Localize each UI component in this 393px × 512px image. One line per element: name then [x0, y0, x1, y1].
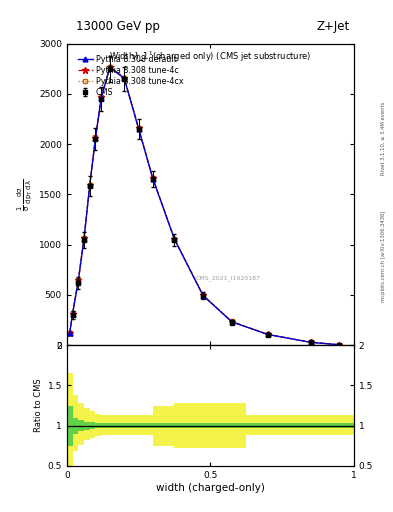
Pythia 8.308 default	[337, 342, 342, 348]
Line: Pythia 8.308 tune-4c: Pythia 8.308 tune-4c	[66, 64, 342, 348]
Text: Z+Jet: Z+Jet	[316, 20, 350, 33]
Pythia 8.308 default	[230, 319, 234, 325]
Text: CMS_2021_I1920187: CMS_2021_I1920187	[196, 275, 261, 281]
Pythia 8.308 tune-4c	[136, 125, 141, 131]
Pythia 8.308 default	[87, 182, 92, 188]
Pythia 8.308 tune-4cx	[172, 236, 177, 242]
Line: Pythia 8.308 tune-4cx: Pythia 8.308 tune-4cx	[67, 65, 342, 347]
Pythia 8.308 default	[67, 330, 72, 336]
Legend: Pythia 8.308 default, Pythia 8.308 tune-4c, Pythia 8.308 tune-4cx, CMS: Pythia 8.308 default, Pythia 8.308 tune-…	[77, 54, 185, 99]
X-axis label: width (charged-only): width (charged-only)	[156, 482, 265, 493]
Pythia 8.308 tune-4cx	[308, 339, 313, 345]
Pythia 8.308 tune-4cx	[67, 330, 72, 336]
Pythia 8.308 tune-4c	[201, 292, 206, 298]
Pythia 8.308 tune-4cx	[136, 125, 141, 131]
Pythia 8.308 tune-4cx	[99, 94, 104, 100]
Pythia 8.308 tune-4c	[76, 278, 81, 284]
Pythia 8.308 default	[201, 292, 206, 298]
Pythia 8.308 tune-4c	[108, 64, 112, 70]
Pythia 8.308 tune-4c	[82, 235, 86, 241]
Pythia 8.308 tune-4cx	[70, 310, 75, 316]
Pythia 8.308 default	[93, 135, 98, 141]
Pythia 8.308 tune-4c	[230, 318, 234, 325]
Text: mcplots.cern.ch [arXiv:1306.3436]: mcplots.cern.ch [arXiv:1306.3436]	[381, 210, 386, 302]
Pythia 8.308 tune-4cx	[87, 182, 92, 188]
Pythia 8.308 default	[136, 125, 141, 132]
Pythia 8.308 tune-4c	[67, 330, 72, 336]
Pythia 8.308 default	[172, 236, 177, 242]
Pythia 8.308 tune-4c	[93, 135, 98, 141]
Pythia 8.308 tune-4cx	[82, 235, 86, 241]
Pythia 8.308 default	[76, 278, 81, 284]
Pythia 8.308 tune-4c	[265, 331, 270, 337]
Pythia 8.308 tune-4cx	[76, 277, 81, 283]
Y-axis label: Ratio to CMS: Ratio to CMS	[35, 379, 43, 433]
Pythia 8.308 tune-4c	[151, 175, 155, 181]
Pythia 8.308 tune-4c	[87, 182, 92, 188]
Pythia 8.308 tune-4c	[337, 342, 342, 348]
Pythia 8.308 tune-4cx	[265, 331, 270, 337]
Pythia 8.308 tune-4c	[172, 236, 177, 242]
Pythia 8.308 tune-4cx	[93, 134, 98, 140]
Pythia 8.308 tune-4cx	[122, 74, 127, 80]
Pythia 8.308 default	[99, 95, 104, 101]
Pythia 8.308 tune-4cx	[230, 318, 234, 325]
Pythia 8.308 default	[308, 339, 313, 346]
Text: Rivet 3.1.10, ≥ 3.4M events: Rivet 3.1.10, ≥ 3.4M events	[381, 101, 386, 175]
Line: Pythia 8.308 default: Pythia 8.308 default	[67, 65, 342, 347]
Pythia 8.308 tune-4cx	[151, 175, 155, 181]
Pythia 8.308 default	[151, 176, 155, 182]
Pythia 8.308 default	[70, 311, 75, 317]
Pythia 8.308 default	[122, 75, 127, 81]
Y-axis label: $\mathregular{\frac{1}{\sigma}\,\frac{d\sigma}{d\,p_T\,d\,\lambda}}$: $\mathregular{\frac{1}{\sigma}\,\frac{d\…	[15, 178, 35, 211]
Pythia 8.308 tune-4c	[99, 94, 104, 100]
Pythia 8.308 tune-4c	[308, 339, 313, 345]
Pythia 8.308 tune-4c	[70, 310, 75, 316]
Pythia 8.308 tune-4cx	[108, 64, 112, 70]
Pythia 8.308 default	[108, 65, 112, 71]
Pythia 8.308 default	[82, 236, 86, 242]
Pythia 8.308 default	[265, 331, 270, 337]
Text: 13000 GeV pp: 13000 GeV pp	[76, 20, 160, 33]
Pythia 8.308 tune-4cx	[201, 292, 206, 298]
Text: Width$\lambda$_1$^1$(charged only) (CMS jet substructure): Width$\lambda$_1$^1$(charged only) (CMS …	[109, 50, 311, 64]
Pythia 8.308 tune-4cx	[337, 342, 342, 348]
Pythia 8.308 tune-4c	[122, 75, 127, 81]
